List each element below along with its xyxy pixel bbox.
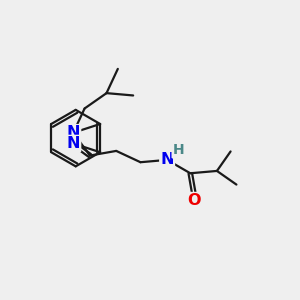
- Text: N: N: [67, 136, 80, 151]
- Text: H: H: [172, 143, 184, 158]
- Text: N: N: [160, 152, 174, 167]
- Text: N: N: [67, 125, 80, 140]
- Text: O: O: [188, 193, 201, 208]
